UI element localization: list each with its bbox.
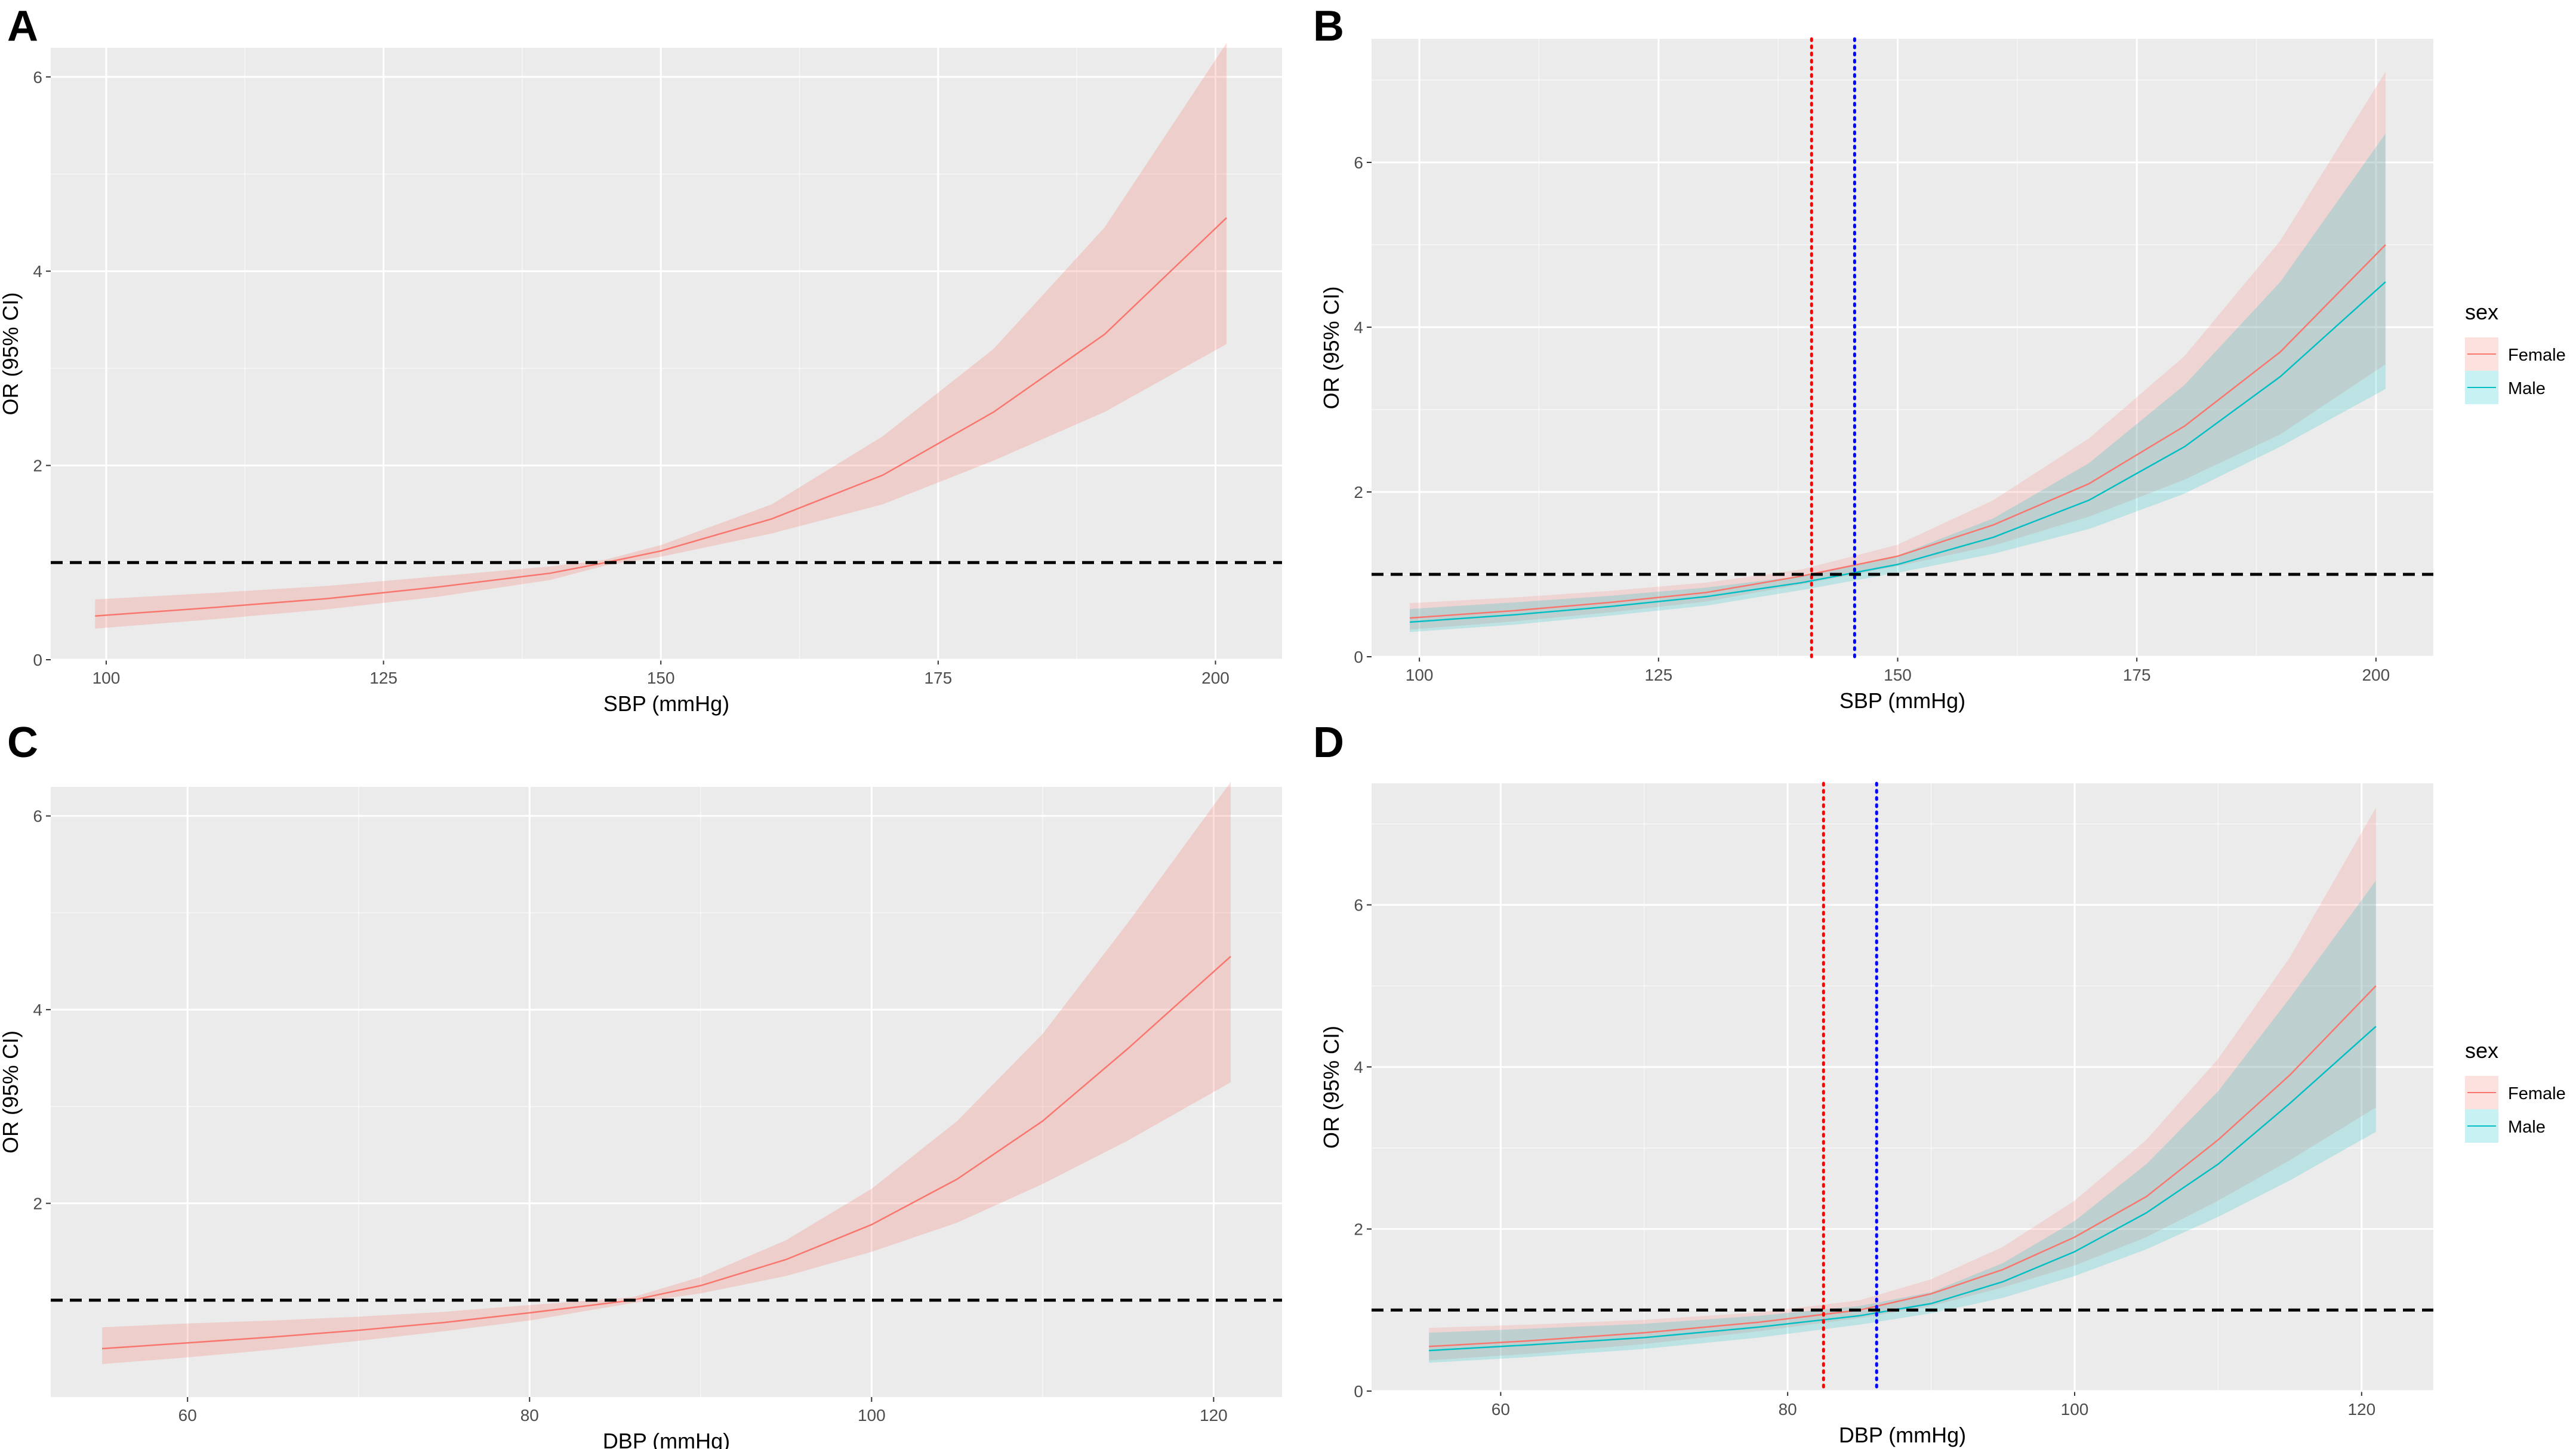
or-line-overall [101, 955, 1231, 1350]
legend-label-male: Male [2508, 1118, 2546, 1137]
x-axis-title: DBP (mmHg) [1839, 1423, 1966, 1447]
y-tick-label: 2 [33, 457, 42, 475]
x-tick-label: 150 [1884, 666, 1912, 684]
x-tick-label: 80 [520, 1406, 539, 1425]
panel-letter: C [7, 719, 38, 767]
legend: sex Female Male [2465, 1038, 2566, 1143]
ci-band-male [1429, 880, 2376, 1363]
y-axis-title: OR (95% CI) [0, 292, 23, 415]
y-tick-label: 6 [33, 807, 42, 826]
x-tick-label: 80 [1779, 1400, 1797, 1419]
x-tick-label: 200 [2362, 666, 2390, 684]
panel-letter: A [7, 2, 38, 50]
y-axis-title: OR (95% CI) [1319, 1026, 1344, 1149]
plot-background [1372, 783, 2433, 1391]
panel-letter: B [1313, 2, 1344, 50]
x-tick-label: 100 [2061, 1400, 2089, 1419]
x-tick-label: 175 [2123, 666, 2151, 684]
x-tick-label: 100 [93, 669, 121, 687]
y-tick-label: 4 [1354, 318, 1363, 337]
legend-label-female: Female [2508, 1084, 2566, 1103]
x-tick-label: 100 [1406, 666, 1434, 684]
y-tick-label: 6 [1354, 153, 1363, 172]
y-tick-label: 0 [33, 651, 42, 669]
or-line-female [1429, 985, 2377, 1348]
x-tick-label: 125 [1644, 666, 1672, 684]
y-axis-title: OR (95% CI) [0, 1030, 23, 1153]
or-line-male [1410, 281, 2386, 623]
x-tick-label: 120 [1200, 1406, 1228, 1425]
x-axis-title: SBP (mmHg) [603, 691, 729, 716]
ci-band-male [1410, 133, 2386, 632]
y-tick-label: 6 [33, 68, 42, 87]
y-tick-label: 4 [1354, 1058, 1363, 1076]
x-axis-title: SBP (mmHg) [1839, 688, 1965, 713]
x-tick-label: 175 [924, 669, 952, 687]
y-tick-label: 6 [1354, 896, 1363, 915]
legend-label-male: Male [2508, 379, 2546, 398]
y-tick-label: 4 [33, 1001, 42, 1019]
y-axis-title: OR (95% CI) [1319, 286, 1344, 409]
legend-title: sex [2465, 1038, 2498, 1063]
panel-b: B 100 125 150 175 200 0 2 4 6 SBP (mmHg) OR (95% CI… [1313, 2, 2566, 713]
x-tick-label: 125 [369, 669, 398, 687]
y-tick-label: 4 [33, 262, 42, 281]
y-tick-label: 0 [1354, 648, 1363, 666]
x-axis-title: DBP (mmHg) [603, 1429, 730, 1449]
y-tick-label: 0 [1354, 1382, 1363, 1401]
y-tick-label: 2 [1354, 1220, 1363, 1239]
legend-title: sex [2465, 300, 2498, 324]
y-tick-label: 2 [33, 1195, 42, 1213]
ci-band-overall [102, 782, 1231, 1364]
legend-label-female: Female [2508, 346, 2566, 365]
panel-a: A 100 125 150 175 200 0 2 4 6 SBP (mmHg) OR (95% CI… [0, 2, 1282, 716]
or-line-male [1429, 1026, 2377, 1352]
ci-band-female [1429, 807, 2376, 1361]
panel-c: C 60 80 100 120 2 4 6 DBP (mmHg) OR (95% CI) [0, 719, 1282, 1449]
panel-d: D 60 80 100 120 0 2 4 6 DBP (mmHg) OR (95% CI) sex F… [1313, 719, 2566, 1447]
x-tick-label: 60 [1492, 1400, 1510, 1419]
legend: sex Female Male [2465, 300, 2566, 404]
x-tick-label: 150 [647, 669, 675, 687]
or-line-female [1410, 244, 2386, 619]
x-tick-label: 120 [2347, 1400, 2375, 1419]
ci-band-female [1410, 72, 2386, 630]
y-tick-label: 2 [1354, 483, 1363, 502]
or-line-overall [95, 217, 1227, 617]
x-tick-label: 200 [1201, 669, 1230, 687]
x-tick-label: 60 [178, 1406, 197, 1425]
x-tick-label: 100 [858, 1406, 886, 1425]
panel-letter: D [1313, 719, 1344, 767]
